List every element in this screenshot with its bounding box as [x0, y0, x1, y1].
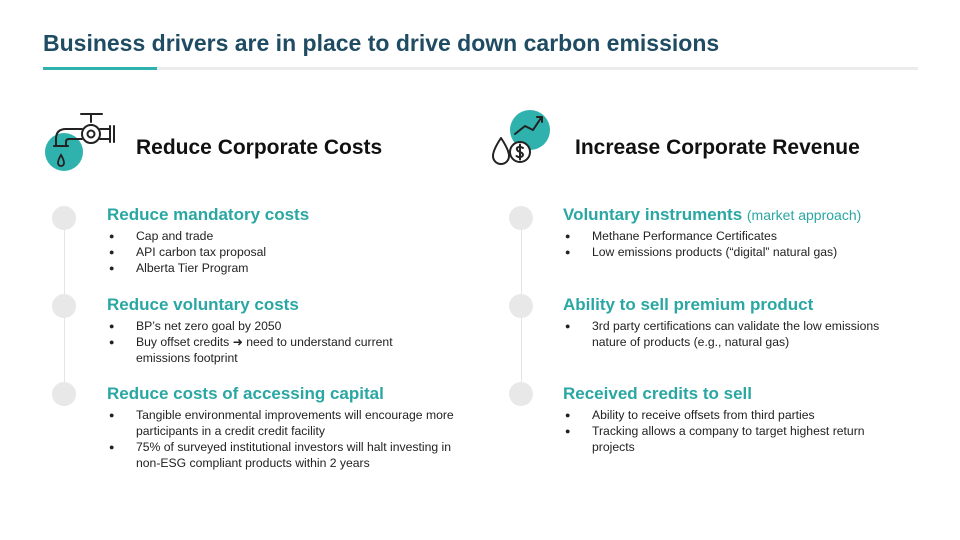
- faucet-drip-icon: [44, 108, 120, 181]
- right-section-1: Voluntary instruments (market approach) …: [563, 204, 933, 260]
- left-section-3: Reduce costs of accessing capital Tangib…: [107, 383, 477, 471]
- list-item: Tangible environmental improvements will…: [107, 407, 467, 439]
- list-item: 75% of surveyed institutional investors …: [107, 439, 467, 471]
- list-item: Methane Performance Certificates: [563, 228, 933, 244]
- list-item: Buy offset credits ➜ need to understand …: [107, 334, 437, 366]
- list-item: Ability to receive offsets from third pa…: [563, 407, 903, 423]
- bullet-list: Methane Performance Certificates Low emi…: [563, 228, 933, 260]
- right-column-heading: Increase Corporate Revenue: [575, 136, 860, 159]
- left-timeline-dot-2: [52, 294, 76, 318]
- left-timeline-dot-3: [52, 382, 76, 406]
- bullet-list: Ability to receive offsets from third pa…: [563, 407, 903, 455]
- right-timeline-dot-1: [509, 206, 533, 230]
- section-title: Reduce mandatory costs: [107, 205, 310, 224]
- title-underline: [43, 67, 918, 70]
- list-item: API carbon tax proposal: [107, 244, 477, 260]
- list-item: 3rd party certifications can validate th…: [563, 318, 913, 350]
- title-underline-accent: [43, 67, 157, 70]
- section-title: Reduce voluntary costs: [107, 295, 299, 314]
- list-item: Cap and trade: [107, 228, 477, 244]
- section-title: Ability to sell premium product: [563, 295, 814, 314]
- right-timeline-dot-2: [509, 294, 533, 318]
- list-item: BP’s net zero goal by 2050: [107, 318, 437, 334]
- section-title: Received credits to sell: [563, 384, 752, 403]
- bullet-list: BP’s net zero goal by 2050 Buy offset cr…: [107, 318, 437, 366]
- left-column-heading: Reduce Corporate Costs: [136, 136, 383, 159]
- section-title: Reduce costs of accessing capital: [107, 384, 384, 403]
- section-title: Voluntary instruments (market approach): [563, 204, 933, 226]
- list-item: Alberta Tier Program: [107, 260, 477, 276]
- left-section-2: Reduce voluntary costs BP’s net zero goa…: [107, 294, 477, 366]
- section-title-note: (market approach): [746, 207, 862, 223]
- right-section-3: Received credits to sell Ability to rece…: [563, 383, 933, 455]
- list-item: Tracking allows a company to target high…: [563, 423, 903, 455]
- section-title-text: Voluntary instruments: [563, 205, 743, 224]
- list-item: Low emissions products (“digital” natura…: [563, 244, 933, 260]
- right-section-2: Ability to sell premium product 3rd part…: [563, 294, 933, 350]
- bullet-list: Cap and trade API carbon tax proposal Al…: [107, 228, 477, 276]
- oil-drop-dollar-growth-icon: [489, 108, 555, 173]
- left-section-1: Reduce mandatory costs Cap and trade API…: [107, 204, 477, 276]
- bullet-list: 3rd party certifications can validate th…: [563, 318, 913, 350]
- right-timeline-dot-3: [509, 382, 533, 406]
- bullet-list: Tangible environmental improvements will…: [107, 407, 467, 471]
- left-timeline-dot-1: [52, 206, 76, 230]
- slide-title: Business drivers are in place to drive d…: [43, 30, 720, 56]
